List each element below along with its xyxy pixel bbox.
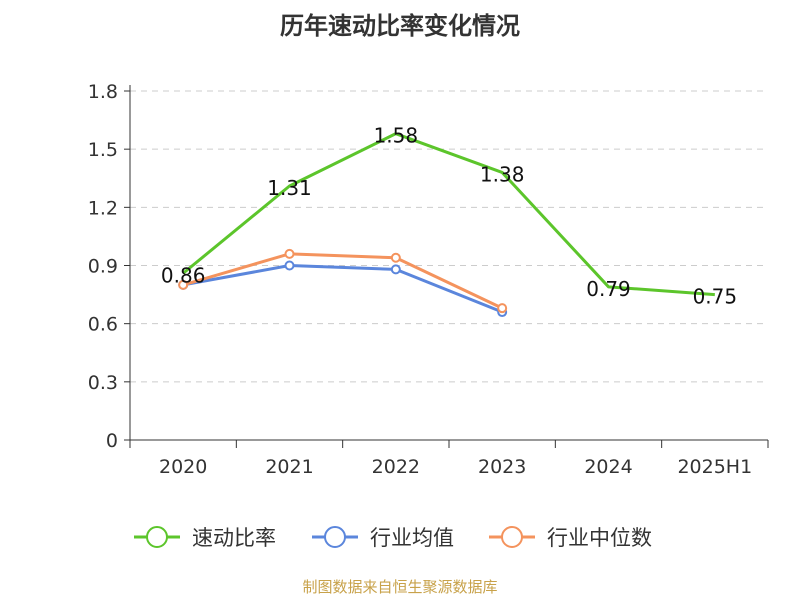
- x-tick-label: 2021: [265, 456, 313, 478]
- y-tick-label: 1.8: [88, 81, 118, 103]
- data-point: [390, 264, 401, 275]
- y-tick-label: 1.5: [88, 139, 118, 161]
- y-tick-label: 0: [106, 430, 118, 452]
- y-tick-label: 0.6: [88, 314, 118, 336]
- x-tick-label: 2022: [372, 456, 420, 478]
- data-label: 0.75: [693, 285, 738, 309]
- x-tick-label: 2025H1: [677, 456, 752, 478]
- legend-marker: [146, 526, 168, 548]
- legend-marker: [324, 526, 346, 548]
- data-point: [497, 303, 508, 314]
- y-tick-label: 0.3: [88, 372, 118, 394]
- data-label: 0.86: [161, 263, 206, 287]
- data-point: [284, 260, 295, 271]
- legend-marker: [501, 526, 523, 548]
- data-label: 0.79: [586, 277, 631, 301]
- data-point: [390, 252, 401, 263]
- legend-label: 行业中位数: [547, 526, 652, 550]
- y-tick-label: 1.2: [88, 197, 118, 219]
- data-label: 1.38: [480, 162, 525, 186]
- y-tick-label: 0.9: [88, 256, 118, 278]
- data-label: 1.58: [374, 124, 419, 148]
- chart-title: 历年速动比率变化情况: [280, 12, 520, 40]
- x-tick-label: 2023: [478, 456, 526, 478]
- data-point: [178, 279, 189, 290]
- series-line-2: [182, 252, 503, 310]
- data-point: [284, 248, 295, 259]
- data-label: 1.31: [267, 176, 312, 200]
- legend-label: 速动比率: [192, 526, 276, 550]
- legend-label: 行业均值: [370, 526, 454, 550]
- x-tick-label: 2024: [584, 456, 632, 478]
- series-line-0: [182, 132, 715, 297]
- x-tick-label: 2020: [159, 456, 207, 478]
- source-note: 制图数据来自恒生聚源数据库: [302, 578, 498, 596]
- series-line-1: [182, 264, 503, 314]
